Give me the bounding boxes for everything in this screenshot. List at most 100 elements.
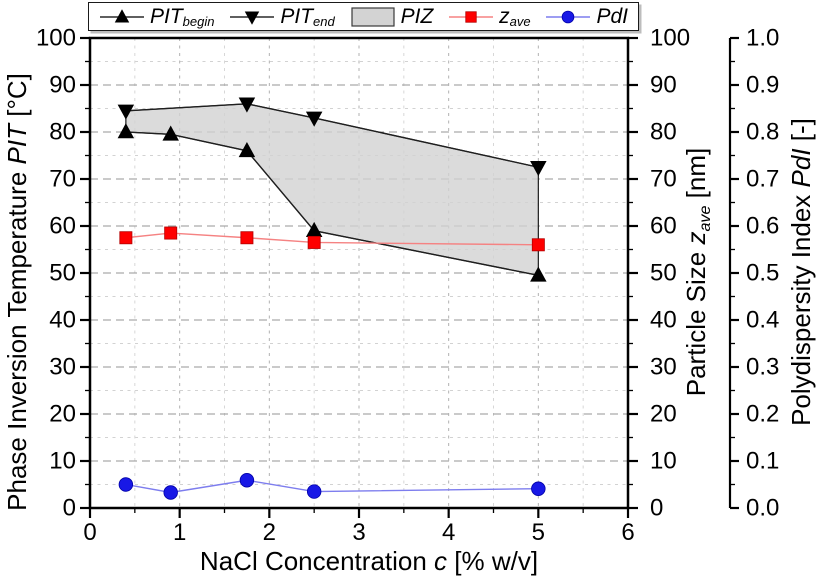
legend-swatch-zave [449, 10, 494, 23]
pdi-tick-label: 0.3 [746, 354, 779, 381]
x-tick-label: 4 [442, 519, 455, 546]
y-size-tick-label: 50 [650, 260, 677, 287]
label-part: Phase Inversion Temperature [2, 164, 32, 511]
label-part: c [434, 546, 448, 576]
x-tick-label: 0 [83, 519, 96, 546]
label-part: ave [509, 14, 531, 30]
y-size-tick-label: 100 [650, 25, 690, 52]
y-left-tick-label: 90 [49, 72, 76, 99]
y-left-tick-label: 0 [63, 495, 76, 522]
y-size-tick-label: 70 [650, 166, 677, 193]
y-left-tick-label: 80 [49, 119, 76, 146]
x-axis-title: NaCl Concentration c [% w/v] [200, 548, 538, 574]
y-left-axis-title: Phase Inversion Temperature PIT [°C] [2, 73, 32, 511]
label-part: [% w/v] [447, 546, 539, 576]
y-left-tick-label: 20 [49, 401, 76, 428]
legend-item-piz: PIZ [350, 4, 434, 29]
legend-item-pit-end: PITend [229, 4, 335, 30]
triangle-down-marker [245, 11, 260, 25]
triangle-down-marker [238, 97, 256, 113]
x-tick-label: 5 [532, 519, 545, 546]
circle-marker [239, 473, 255, 488]
pdi-tick-label: 0.7 [746, 166, 779, 193]
y-right-pdi-axis-title: Polydispersity Index PdI [-] [786, 118, 816, 426]
legend-label-pit-end: PITend [280, 4, 335, 30]
triangle-up-marker [162, 125, 179, 141]
label-part: PIT [150, 4, 183, 28]
label-part: PIT [2, 124, 32, 165]
triangle-up-marker [117, 123, 135, 139]
legend-label-pdi: PdI [596, 5, 628, 29]
pdi-tick-label: 0.4 [746, 307, 779, 334]
series-line-PdI [125, 479, 539, 494]
legend-item-pit-begin: PITbegin [99, 5, 215, 29]
y-left-tick-label: 70 [49, 166, 76, 193]
x-tick-label: 1 [173, 519, 186, 546]
legend: PITbegin PITend PIZ zave PdI [88, 2, 639, 31]
y-size-tick-label: 60 [650, 213, 677, 240]
label-part: z [499, 4, 510, 28]
square-marker [531, 238, 545, 252]
triangle-up-marker [114, 8, 130, 22]
circle-marker [118, 477, 134, 492]
pdi-tick-label: 0.9 [746, 72, 779, 99]
legend-swatch-pit-begin [100, 8, 144, 22]
pdi-tick-label: 0.6 [746, 213, 779, 240]
label-part: ave [695, 205, 714, 232]
y-size-tick-label: 40 [650, 307, 677, 334]
y-left-tick-label: 30 [49, 354, 76, 381]
label-part: Particle Size [681, 244, 711, 397]
label-part: [-] [786, 118, 816, 149]
triangle-down-marker [117, 104, 135, 120]
y-size-tick-label: 10 [650, 448, 677, 475]
label-part: [nm] [681, 147, 711, 206]
label-part: end [313, 14, 335, 30]
x-tick-label: 6 [621, 519, 634, 546]
pdi-tick-label: 0.0 [746, 495, 779, 522]
square-marker [465, 10, 477, 23]
y-left-tick-label: 40 [49, 307, 76, 334]
y-size-tick-label: 90 [650, 72, 677, 99]
circle-marker [306, 484, 322, 499]
legend-swatch-pdi [546, 10, 591, 23]
circle-marker [562, 10, 575, 23]
y-size-tick-label: 80 [650, 119, 677, 146]
circle-marker [163, 485, 178, 500]
y-left-tick-label: 50 [49, 260, 76, 287]
label-part: NaCl Concentration [199, 546, 435, 576]
legend-swatch-piz [351, 6, 395, 27]
legend-swatch-pit-end [230, 11, 275, 25]
square-marker [119, 231, 133, 245]
legend-item-zave: zave [448, 5, 531, 29]
label-part: PIT [280, 4, 314, 28]
triangle-up-marker [238, 141, 256, 158]
y-size-tick-label: 30 [650, 354, 677, 381]
y-left-tick-label: 60 [49, 213, 76, 240]
y-right-size-axis-title: Particle Size zave [nm] [681, 147, 714, 397]
pdi-tick-label: 0.1 [746, 448, 779, 475]
series-line-PIT_end [125, 103, 539, 168]
legend-label-pit-begin: PITbegin [150, 4, 215, 30]
label-part: z [681, 231, 711, 245]
triangle-down-marker [305, 111, 323, 127]
legend-label-zave: zave [499, 4, 531, 30]
pdi-tick-label: 0.8 [746, 119, 779, 146]
label-part: Polydispersity Index [786, 187, 816, 426]
pdi-tick-label: 0.5 [746, 260, 779, 287]
triangle-down-marker [530, 160, 547, 177]
y-left-tick-label: 100 [36, 25, 76, 52]
y-left-tick-label: 10 [49, 448, 76, 475]
square-marker [240, 231, 254, 245]
label-part: PIZ [400, 4, 434, 28]
series-markers [117, 97, 547, 500]
legend-item-pdi: PdI [545, 5, 628, 29]
square-marker [164, 226, 178, 240]
circle-marker [531, 481, 546, 496]
pdi-tick-label: 0.2 [746, 401, 779, 428]
label-part: PdI [786, 148, 816, 188]
x-tick-label: 2 [263, 519, 276, 546]
x-tick-label: 3 [352, 519, 365, 546]
